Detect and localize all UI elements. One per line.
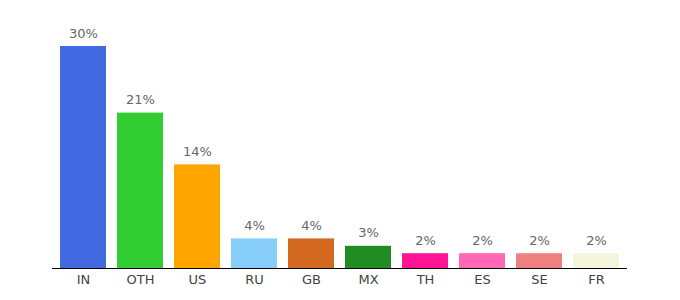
svg-text:2%: 2% <box>415 233 436 248</box>
svg-text:MX: MX <box>358 272 378 287</box>
svg-text:2%: 2% <box>472 233 493 248</box>
svg-text:14%: 14% <box>183 144 212 159</box>
svg-text:30%: 30% <box>69 26 98 41</box>
svg-text:SE: SE <box>531 272 547 287</box>
svg-text:OTH: OTH <box>127 272 155 287</box>
svg-text:IN: IN <box>77 272 91 287</box>
svg-text:4%: 4% <box>244 218 265 233</box>
svg-text:2%: 2% <box>529 233 550 248</box>
svg-text:RU: RU <box>245 272 264 287</box>
svg-text:3%: 3% <box>358 225 379 240</box>
svg-text:ES: ES <box>474 272 490 287</box>
svg-text:2%: 2% <box>586 233 607 248</box>
svg-text:US: US <box>189 272 207 287</box>
svg-text:FR: FR <box>588 272 605 287</box>
svg-text:TH: TH <box>416 272 435 287</box>
svg-text:4%: 4% <box>301 218 322 233</box>
svg-text:21%: 21% <box>126 92 155 107</box>
svg-text:GB: GB <box>302 272 321 287</box>
